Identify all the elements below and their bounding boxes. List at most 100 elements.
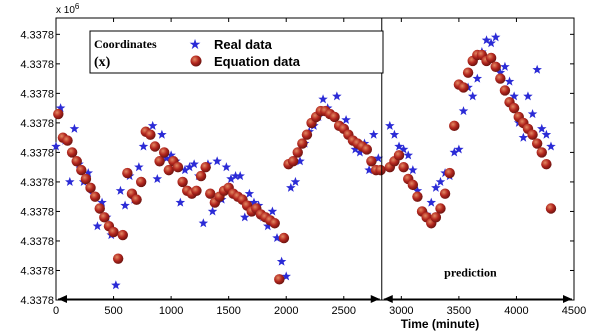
- x-axis-label: Time (minute): [401, 317, 479, 331]
- real-data-point: [69, 123, 80, 133]
- equation-data-point: [112, 253, 124, 264]
- real-data-point: [286, 182, 296, 192]
- equation-data-point: [163, 164, 175, 176]
- real-data-point: [449, 147, 460, 157]
- real-data-point: [267, 206, 278, 216]
- equation-data-point: [545, 203, 557, 214]
- equation-data-point: [159, 147, 170, 158]
- real-data-point: [454, 144, 464, 154]
- real-data-point: [481, 35, 492, 45]
- equation-data-point: [53, 108, 64, 120]
- arrowhead-right-start: [383, 295, 393, 303]
- x-tick-label: 1500: [216, 305, 240, 317]
- arrowhead-left-end: [370, 295, 380, 303]
- real-data-point: [120, 200, 130, 210]
- real-data-point: [207, 206, 218, 216]
- real-data-point: [412, 185, 423, 195]
- real-data-point: [65, 176, 75, 186]
- real-data-point: [504, 76, 515, 86]
- x-tick-label: 3000: [389, 305, 413, 317]
- y-tick-label: 4.3378: [20, 29, 54, 41]
- equation-data-point: [462, 67, 474, 78]
- equation-data-point: [527, 129, 538, 140]
- real-data-point: [364, 165, 374, 175]
- real-data-point: [546, 141, 556, 151]
- legend-label-real-data: Real data: [214, 37, 273, 52]
- equation-data-point: [398, 161, 409, 173]
- real-data-point: [263, 221, 273, 231]
- equation-data-point: [149, 141, 161, 152]
- real-data-point: [235, 171, 245, 181]
- x-tick-label: 4500: [562, 305, 586, 317]
- equation-data-point: [85, 182, 96, 194]
- real-data-point: [426, 197, 437, 207]
- real-data-point: [157, 129, 167, 139]
- legend-label-equation-data: Equation data: [214, 54, 301, 69]
- real-data-point: [431, 182, 441, 192]
- y-tick-label: 4.3378: [20, 59, 54, 71]
- real-data-point: [276, 256, 287, 266]
- real-data-point: [368, 129, 379, 139]
- real-data-point: [486, 38, 496, 48]
- real-data-point: [281, 271, 291, 281]
- equation-data-point: [297, 138, 308, 149]
- equation-data-point: [135, 176, 147, 188]
- real-data-point: [458, 106, 469, 116]
- real-data-point: [134, 162, 144, 172]
- real-data-point: [152, 173, 163, 184]
- x-tick-label: 0: [53, 305, 59, 317]
- real-data-point: [350, 144, 361, 154]
- equation-data-point: [292, 147, 303, 158]
- equation-data-point: [458, 82, 469, 93]
- equation-data-point: [393, 150, 405, 161]
- real-data-point: [184, 162, 195, 172]
- real-data-point: [532, 64, 542, 74]
- real-data-point: [527, 109, 538, 119]
- equation-data-point: [495, 73, 506, 84]
- real-data-point: [230, 171, 241, 181]
- equation-data-point: [177, 176, 188, 188]
- legend-subtitle: (x): [94, 55, 111, 70]
- real-data-point: [51, 141, 61, 151]
- equation-data-point: [329, 111, 340, 123]
- real-data-point: [472, 73, 483, 83]
- equation-data-point: [366, 156, 377, 167]
- real-data-point: [408, 165, 418, 175]
- arrowhead-left-start: [58, 295, 67, 303]
- y-tick-label: 4.3378: [20, 206, 54, 218]
- real-data-point: [92, 221, 103, 231]
- y-multiplier: x 106: [56, 2, 80, 16]
- equation-data-point: [508, 102, 520, 114]
- real-data-point: [389, 129, 400, 139]
- axis-ticks: 0 500 1000 1500 2000 2500 3000 3500 4000 4500 4.33…: [20, 18, 586, 317]
- real-data-point: [403, 150, 413, 160]
- equation-data-point: [287, 156, 299, 167]
- x-tick-label: 3500: [447, 305, 471, 317]
- equation-data-point: [485, 52, 497, 64]
- equation-data-point: [94, 203, 105, 214]
- equation-data-point: [499, 85, 511, 96]
- real-data-point: [198, 218, 209, 228]
- real-data-point: [435, 176, 446, 186]
- real-data-point: [83, 168, 93, 178]
- equation-data-point: [122, 167, 133, 179]
- equation-data-point: [62, 135, 73, 146]
- real-data-point: [290, 176, 301, 186]
- real-data-point: [490, 32, 501, 42]
- y-tick-label: 4.3378: [20, 265, 54, 277]
- x-tick-label: 2000: [274, 305, 298, 317]
- equation-data-point: [99, 212, 110, 223]
- real-data-point: [385, 120, 395, 130]
- real-data-point: [394, 141, 404, 151]
- equation-data-point: [200, 161, 211, 173]
- real-data-point: [541, 129, 552, 139]
- x-tick-label: 1000: [159, 305, 183, 317]
- real-data-point: [221, 162, 232, 172]
- real-data-point: [272, 233, 282, 243]
- equation-data-point: [375, 164, 386, 176]
- equation-data-point: [269, 218, 280, 229]
- real-data-point: [500, 61, 510, 71]
- y-tick-label: 4.3378: [20, 147, 54, 159]
- equation-data-point: [195, 170, 207, 182]
